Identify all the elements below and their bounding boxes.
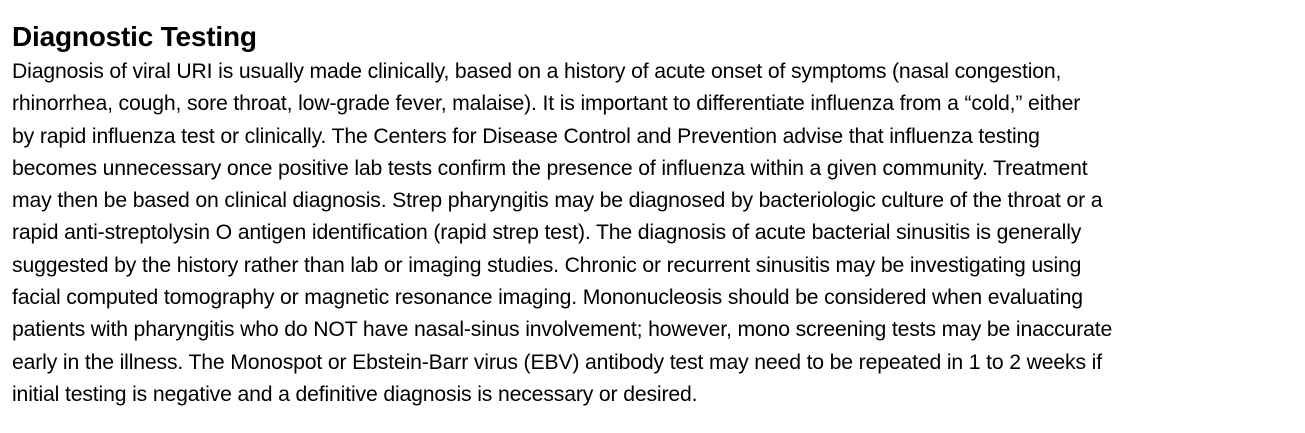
document-section: Diagnostic Testing Diagnosis of viral UR… [12, 18, 1297, 411]
section-body-paragraph: Diagnosis of viral URI is usually made c… [12, 60, 1113, 406]
section-heading: Diagnostic Testing [12, 21, 257, 52]
